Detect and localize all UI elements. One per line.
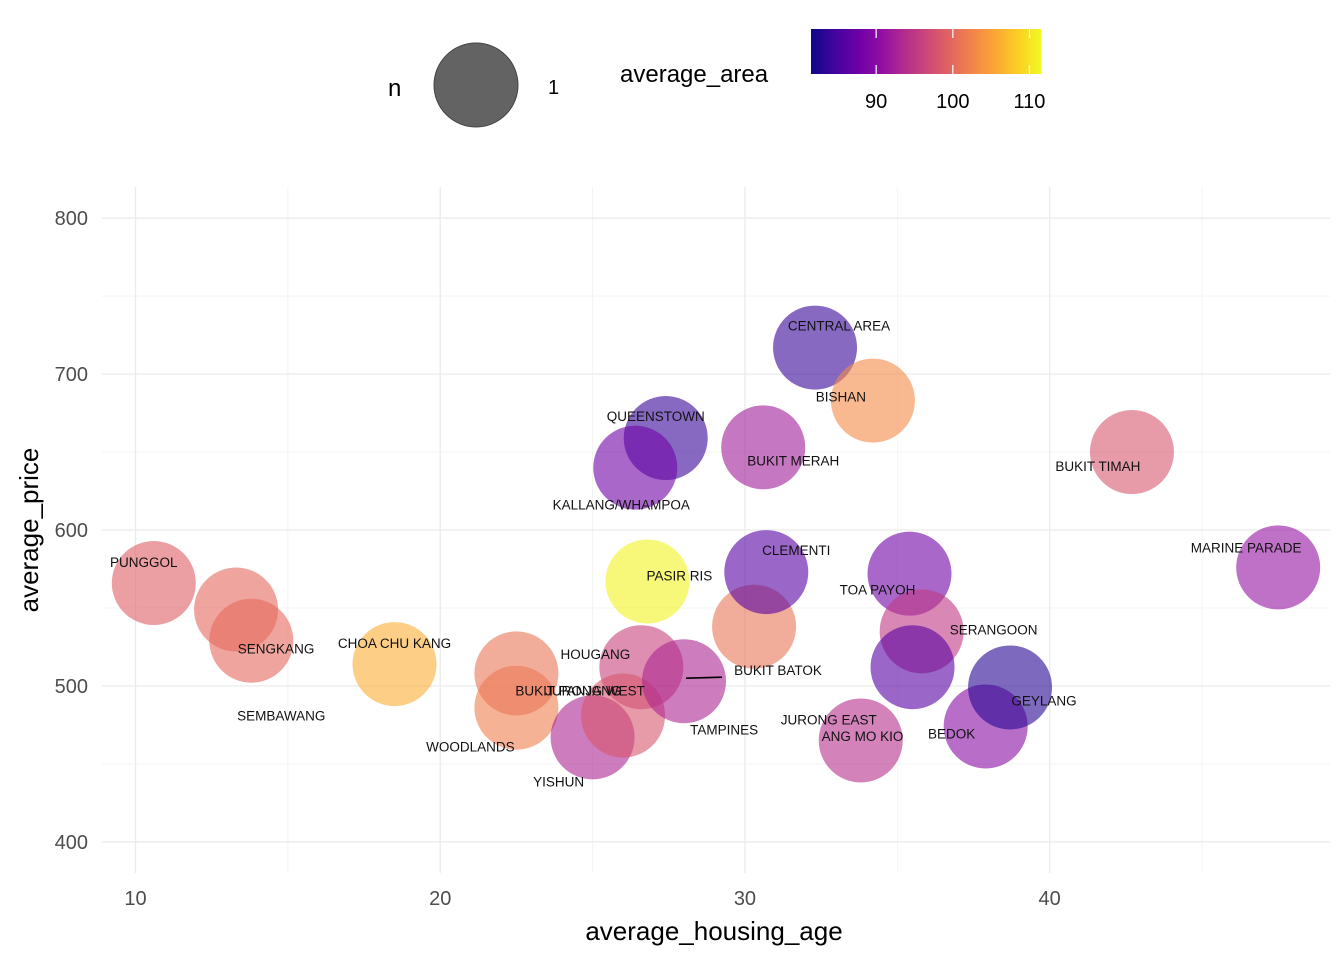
point-label-bedok: BEDOK bbox=[928, 726, 975, 741]
bubble-clementi bbox=[724, 530, 809, 615]
y-tick-label: 800 bbox=[55, 208, 88, 230]
bubble-punggol bbox=[111, 541, 196, 626]
y-tick-label: 500 bbox=[55, 676, 88, 698]
point-label-bishan: BISHAN bbox=[816, 390, 866, 405]
size-legend-label: 1 bbox=[548, 77, 559, 99]
point-label-choa-chu-kang: CHOA CHU KANG bbox=[338, 636, 451, 651]
bubble-central-area bbox=[773, 305, 858, 390]
y-tick-label: 400 bbox=[55, 832, 88, 854]
bubble-geylang bbox=[968, 645, 1053, 730]
bubble-bishan bbox=[830, 358, 915, 443]
bubble-marine-parade bbox=[1236, 525, 1321, 610]
point-label-sengkang: SENGKANG bbox=[238, 642, 315, 657]
point-label-woodlands: WOODLANDS bbox=[426, 740, 515, 755]
point-label-serangoon: SERANGOON bbox=[950, 622, 1038, 637]
label-connector bbox=[685, 676, 723, 680]
bubble-bukit-merah bbox=[721, 405, 806, 490]
bubble-bukit-batok bbox=[642, 639, 727, 724]
x-tick-label: 20 bbox=[429, 888, 451, 910]
y-tick-label: 600 bbox=[55, 520, 88, 542]
point-label-sembawang: SEMBAWANG bbox=[237, 709, 325, 724]
bubble-pasir-ris bbox=[605, 539, 690, 624]
point-label-bukit-merah: BUKIT MERAH bbox=[747, 453, 839, 468]
grid-lines bbox=[102, 187, 1330, 873]
color-legend-tick-label: 100 bbox=[936, 91, 969, 113]
point-label-yishun: YISHUN bbox=[533, 774, 584, 789]
color-legend-title: average_area bbox=[620, 61, 769, 88]
bubble-sembawang bbox=[209, 598, 294, 683]
point-label-central-area: CENTRAL AREA bbox=[788, 319, 890, 334]
bubble-jurong-west bbox=[581, 673, 666, 758]
points-layer bbox=[111, 305, 1321, 783]
x-tick-label: 10 bbox=[124, 888, 146, 910]
size-legend: n 1 bbox=[388, 42, 559, 128]
bubble-jurong-east bbox=[818, 698, 903, 783]
y-tick-label: 700 bbox=[55, 364, 88, 386]
bubble-bukit-timah bbox=[1089, 410, 1174, 495]
axis-tick-labels: 10 20 30 40 400 500 600 700 800 bbox=[55, 208, 1061, 910]
point-label-tampines: TAMPINES bbox=[690, 723, 758, 738]
point-label-jurong-east: JURONG EAST bbox=[781, 712, 877, 727]
bubble-choa-chu-kang bbox=[352, 622, 437, 707]
point-label-bukit-panjang: BUKIT PANJANG bbox=[515, 683, 621, 698]
point-label-hougang: HOUGANG bbox=[560, 647, 630, 662]
point-label-geylang: GEYLANG bbox=[1011, 693, 1076, 708]
size-legend-key bbox=[433, 42, 519, 128]
point-label-clementi: CLEMENTI bbox=[762, 543, 830, 558]
color-legend-ticks: 90 100 110 bbox=[865, 29, 1045, 113]
point-labels: PUNGGOL SENGKANG SEMBAWANG CHOA CHU KANG WOO… bbox=[110, 319, 1302, 790]
color-legend-tick-label: 110 bbox=[1014, 91, 1046, 113]
point-label-marine-parade: MARINE PARADE bbox=[1191, 540, 1302, 555]
bubble-ang-mo-kio bbox=[870, 625, 955, 710]
color-legend: average_area 90 100 110 bbox=[620, 29, 1045, 113]
point-label-pasir-ris: PASIR RIS bbox=[647, 568, 713, 583]
size-legend-title: n bbox=[388, 75, 401, 102]
y-axis-title: average_price bbox=[14, 448, 44, 613]
point-label-queenstown: QUEENSTOWN bbox=[607, 409, 705, 424]
x-tick-label: 30 bbox=[734, 888, 756, 910]
point-label-punggol: PUNGGOL bbox=[110, 555, 178, 570]
point-label-bukit-timah: BUKIT TIMAH bbox=[1055, 459, 1140, 474]
bubble-bukit-panjang bbox=[474, 631, 559, 716]
color-legend-tick-label: 90 bbox=[865, 91, 887, 113]
point-label-bukit-batok: BUKIT BATOK bbox=[734, 663, 822, 678]
bubble-kallang-whampoa bbox=[593, 425, 678, 510]
x-axis-title: average_housing_age bbox=[585, 916, 842, 946]
point-label-ang-mo-kio: ANG MO KIO bbox=[822, 729, 904, 744]
point-label-kallang-whampoa: KALLANG/WHAMPOA bbox=[553, 498, 690, 513]
color-legend-bar bbox=[811, 29, 1041, 74]
x-tick-label: 40 bbox=[1039, 888, 1061, 910]
point-label-jurong-west: JURONG WEST bbox=[545, 684, 645, 699]
point-label-toa-payoh: TOA PAYOH bbox=[840, 583, 916, 598]
